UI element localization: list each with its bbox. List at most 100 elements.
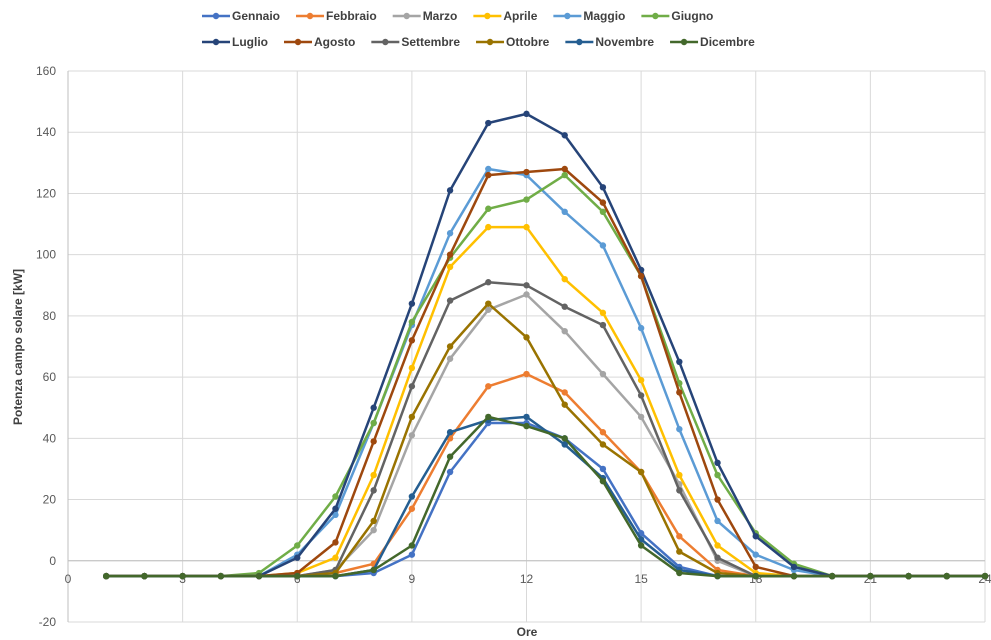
data-point: [599, 465, 607, 473]
data-point: [485, 165, 492, 173]
y-tick-label: 140: [36, 125, 56, 139]
data-point: [676, 569, 683, 577]
legend-swatch-marker: [484, 12, 491, 20]
y-axis-ticks: -20 0 20 40 60 80 100 120 140 160: [36, 64, 56, 629]
legend-swatch-marker: [652, 12, 659, 20]
data-point: [370, 471, 377, 479]
legend-swatch-marker: [576, 38, 583, 46]
data-point: [408, 413, 416, 421]
legend-swatch-marker: [564, 12, 571, 20]
data-point: [561, 401, 568, 408]
legend-item: Aprile: [473, 9, 538, 23]
legend-swatch-marker: [306, 12, 314, 20]
data-point: [294, 554, 301, 561]
data-point: [446, 429, 454, 436]
data-point: [714, 554, 721, 561]
data-point: [714, 471, 721, 479]
data-point: [790, 572, 798, 580]
data-point: [561, 208, 568, 216]
data-point: [637, 324, 645, 332]
legend-item: Novembre: [565, 35, 654, 49]
data-point: [523, 422, 530, 430]
data-point: [332, 511, 339, 519]
data-point: [332, 539, 339, 546]
legend-swatch-marker: [212, 38, 220, 46]
data-point: [599, 208, 607, 216]
data-point: [446, 187, 454, 194]
series-group: [103, 110, 989, 580]
legend-swatch-marker: [403, 12, 410, 20]
data-point: [408, 505, 416, 512]
data-point: [485, 171, 492, 179]
x-tick-label: 12: [520, 572, 534, 586]
data-point: [523, 370, 530, 378]
series-line: [106, 415, 985, 578]
data-point: [294, 542, 301, 549]
y-tick-label: 100: [36, 248, 56, 262]
data-point: [523, 291, 530, 298]
data-point: [523, 223, 530, 231]
legend-label: Agosto: [314, 35, 355, 49]
x-axis-title: Ore: [517, 625, 538, 639]
data-point: [714, 542, 721, 549]
data-point: [485, 300, 492, 307]
data-point: [408, 383, 416, 390]
data-point: [637, 392, 645, 399]
data-point: [446, 468, 454, 476]
data-point: [714, 459, 721, 467]
data-point: [523, 413, 530, 421]
data-point: [561, 327, 568, 335]
legend-label: Giugno: [671, 9, 713, 23]
data-point: [981, 572, 989, 580]
data-point: [676, 425, 683, 433]
series-line: [106, 293, 985, 578]
x-tick-label: 15: [634, 572, 648, 586]
x-axis-ticks: 03691215182124: [65, 572, 991, 586]
data-point: [714, 496, 721, 503]
data-point: [408, 493, 416, 500]
data-point: [141, 572, 148, 580]
series-line: [106, 173, 985, 578]
data-point: [790, 563, 798, 571]
series-line: [106, 372, 985, 578]
data-point: [561, 275, 568, 283]
data-point: [485, 119, 492, 127]
data-point: [523, 168, 530, 176]
legend-item: Febbraio: [296, 9, 377, 23]
data-point: [370, 526, 377, 534]
data-point: [561, 132, 568, 139]
data-point: [637, 272, 645, 280]
data-point: [637, 376, 645, 384]
y-tick-label: -20: [39, 615, 57, 629]
data-point: [255, 572, 263, 580]
legend-label: Aprile: [503, 9, 537, 23]
data-point: [370, 566, 377, 574]
data-point: [408, 551, 416, 558]
legend-swatch-marker: [382, 38, 389, 46]
data-point: [714, 517, 721, 525]
legend-label: Settembre: [401, 35, 460, 49]
data-point: [523, 196, 530, 203]
series-line: [106, 415, 985, 578]
y-axis-title: Potenza campo solare [kW]: [11, 269, 25, 425]
data-point: [752, 551, 759, 558]
legend: Gennaio Febbraio Marzo Aprile Maggio Giugno Lu…: [202, 9, 755, 49]
data-point: [370, 517, 377, 525]
data-point: [446, 343, 454, 350]
data-point: [332, 572, 339, 580]
series-settembre: [103, 279, 989, 580]
data-point: [408, 318, 416, 326]
legend-swatch-marker: [486, 38, 494, 46]
data-point: [370, 419, 377, 427]
data-point: [446, 355, 454, 362]
data-point: [637, 413, 645, 421]
y-tick-label: 20: [43, 493, 57, 507]
data-point: [370, 487, 377, 494]
data-point: [217, 572, 225, 580]
legend-swatch-marker: [212, 12, 220, 20]
series-line: [106, 302, 985, 578]
legend-label: Maggio: [583, 9, 625, 23]
data-point: [676, 533, 683, 540]
legend-item: Settembre: [371, 35, 460, 49]
